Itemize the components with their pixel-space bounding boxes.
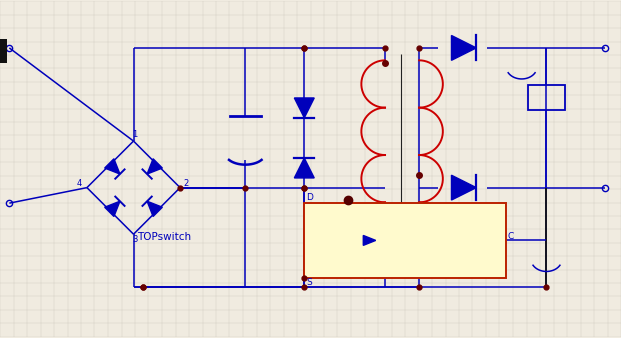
Polygon shape xyxy=(451,175,476,200)
Polygon shape xyxy=(105,201,120,216)
Text: C: C xyxy=(507,232,514,241)
Text: 2: 2 xyxy=(184,179,189,188)
Bar xyxy=(304,203,506,278)
Text: 1: 1 xyxy=(132,130,137,139)
Polygon shape xyxy=(147,159,162,174)
Text: S: S xyxy=(306,278,312,287)
Polygon shape xyxy=(363,236,376,245)
Polygon shape xyxy=(294,158,314,178)
Polygon shape xyxy=(294,98,314,118)
Text: 3: 3 xyxy=(132,235,137,244)
Polygon shape xyxy=(147,201,162,216)
Text: D: D xyxy=(306,193,313,202)
Polygon shape xyxy=(451,35,476,60)
Bar xyxy=(528,85,565,110)
Bar xyxy=(0,39,7,64)
Text: TOPswitch: TOPswitch xyxy=(137,233,191,242)
Polygon shape xyxy=(105,159,120,174)
Text: 4: 4 xyxy=(77,179,82,188)
